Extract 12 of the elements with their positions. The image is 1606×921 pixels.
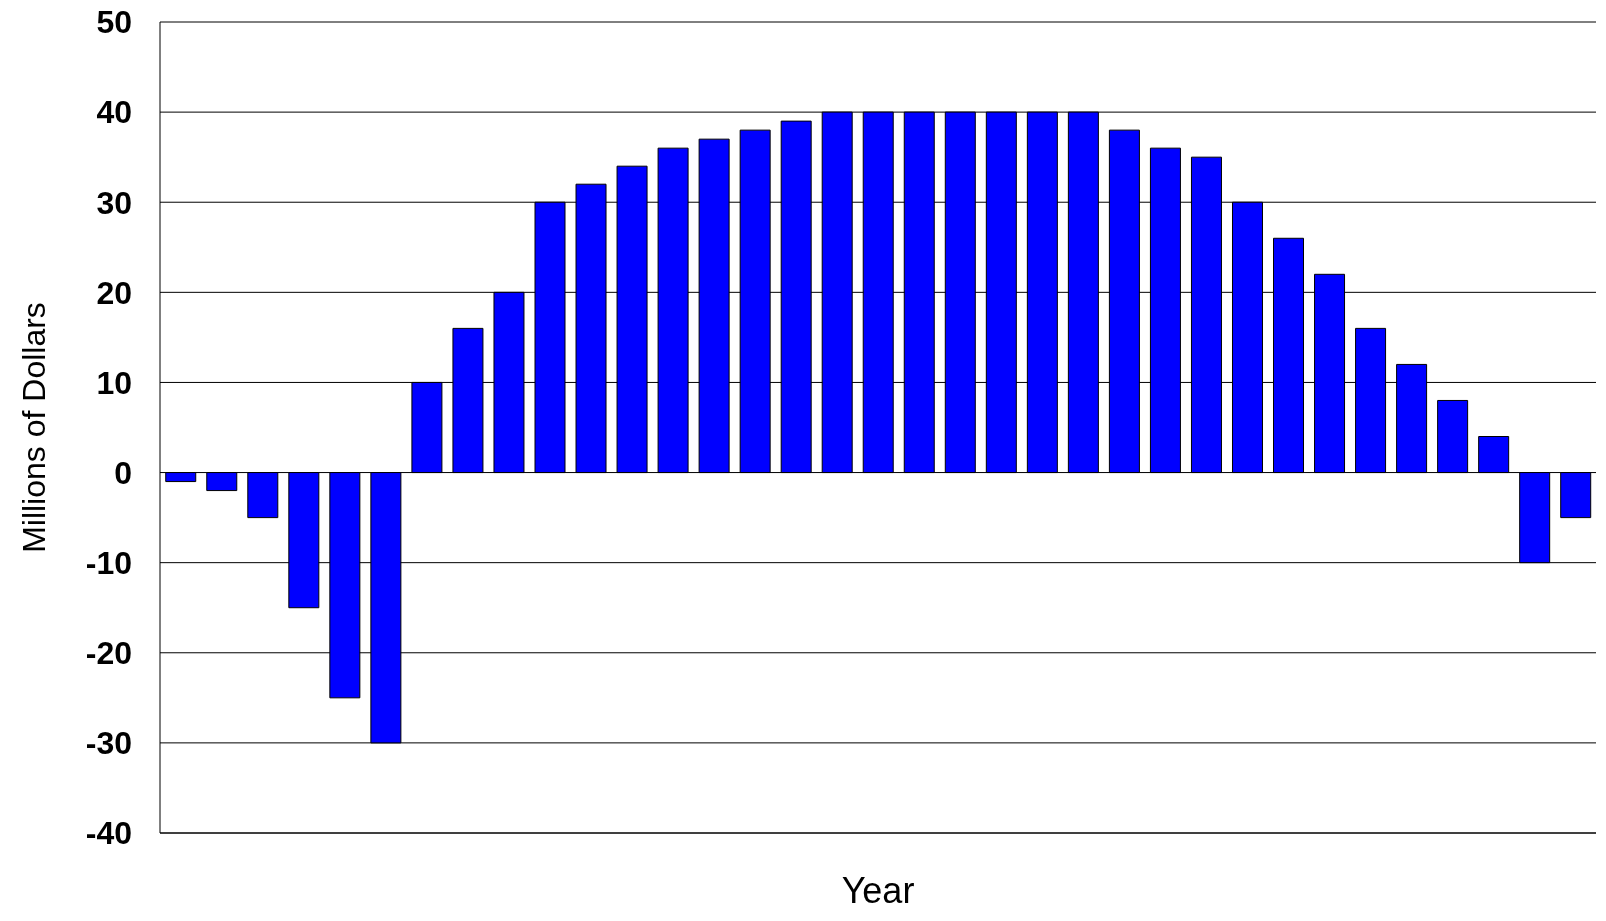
y-tick-label: -20: [85, 635, 132, 672]
y-tick-label: 30: [96, 184, 132, 221]
y-tick-label: 40: [96, 94, 132, 131]
y-axis-title: Millions of Dollars: [16, 302, 53, 553]
y-tick-label: -30: [85, 725, 132, 762]
y-tick-label: 20: [96, 274, 132, 311]
y-tick-label: 10: [96, 364, 132, 401]
y-tick-label: 0: [114, 454, 132, 491]
y-tick-label: -10: [85, 545, 132, 582]
y-tick-label: -40: [85, 815, 132, 852]
x-axis-title: Year: [841, 870, 915, 911]
y-tick-label: 50: [96, 4, 132, 41]
